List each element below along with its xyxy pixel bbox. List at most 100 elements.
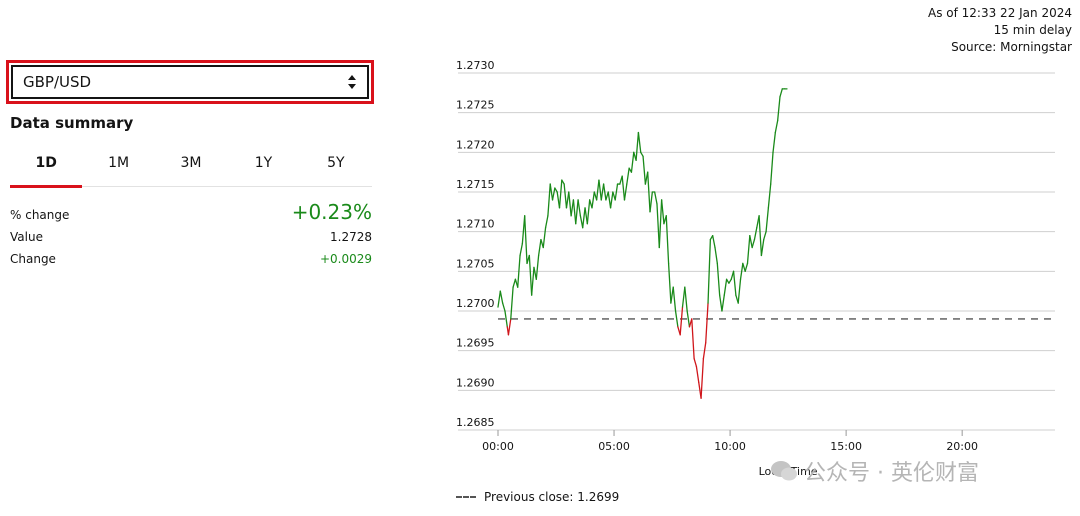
price-line-segment [568, 191, 572, 217]
price-line-segment [691, 318, 695, 360]
price-line-segment [528, 254, 533, 296]
price-line-segment [600, 183, 605, 201]
pct-change-label: % change [10, 208, 70, 222]
currency-pair-select-inner[interactable]: GBP/USD [11, 65, 369, 99]
price-line-segment [607, 191, 612, 209]
y-tick-label: 1.2690 [456, 376, 495, 389]
price-line-segment [524, 215, 528, 265]
value-label: Value [10, 230, 43, 244]
price-line-segment [728, 278, 732, 284]
watermark-text: 公众号 · 英伦财富 [804, 461, 979, 486]
price-line-segment [512, 278, 517, 288]
price-line-segment [770, 151, 774, 185]
sort-arrows-icon [347, 73, 357, 91]
price-line-segment [746, 234, 751, 265]
y-tick-label: 1.2685 [456, 416, 495, 429]
price-line-segment [665, 215, 670, 265]
price-line-segment [742, 262, 746, 272]
change-label: Change [10, 252, 56, 266]
price-line-segment [779, 88, 783, 98]
price-line-segment [598, 179, 602, 201]
price-line-segment [758, 215, 763, 257]
price-line-segment [774, 119, 779, 134]
price-line-segment [591, 191, 595, 209]
price-line-segment [679, 306, 684, 336]
price-line-segment [551, 187, 556, 201]
price-line-segment [777, 96, 781, 122]
price-line-segment [684, 286, 688, 312]
price-line-segment [609, 191, 614, 209]
price-line-segment [737, 278, 742, 304]
price-line-segment [582, 207, 586, 229]
legend-label: Previous close: 1.2699 [484, 490, 620, 504]
price-line-segment [732, 270, 737, 296]
price-line-segment [763, 231, 767, 241]
tab-3m[interactable]: 3M [180, 155, 202, 171]
currency-pair-select[interactable]: GBP/USD [6, 60, 374, 104]
price-line-segment [549, 183, 554, 201]
source-text: Source: Morningstar [951, 40, 1072, 54]
currency-pair-value: GBP/USD [23, 73, 92, 91]
value-row: Value 1.2728 [10, 230, 372, 244]
tab-5y[interactable]: 5Y [327, 155, 345, 171]
data-info: As of 12:33 22 Jan 2024 15 min delay Sou… [928, 5, 1072, 56]
price-line-segment [725, 278, 730, 284]
price-line-segment [602, 183, 607, 201]
price-line-segment [642, 155, 647, 185]
price-line-segment [693, 357, 698, 368]
price-line-segment [749, 234, 753, 249]
price-line-segment [637, 131, 642, 153]
y-tick-label: 1.2725 [456, 99, 495, 112]
tab-1y[interactable]: 1Y [254, 155, 273, 171]
period-tabs: 1D 1M 3M 1Y 5Y [10, 145, 372, 188]
dashed-line-icon [456, 496, 476, 498]
x-tick-label: 15:00 [830, 440, 862, 453]
price-line-segment [621, 175, 626, 201]
tab-1m[interactable]: 1M [108, 155, 130, 171]
price-line-segment [537, 238, 542, 257]
pct-change-value: +0.23% [291, 200, 372, 224]
x-tick-label: 05:00 [598, 440, 630, 453]
price-line-segment [499, 290, 504, 304]
data-summary-title: Data summary [10, 114, 134, 132]
price-line-segment [765, 207, 770, 233]
price-line-segment [595, 179, 600, 201]
change-row: Change +0.0029 [10, 252, 372, 266]
price-line-segment [702, 342, 707, 360]
price-line-segment [640, 151, 644, 157]
price-line-segment [656, 203, 660, 249]
price-line-segment [721, 294, 725, 312]
price-line-segment [504, 310, 508, 328]
price-line-segment [654, 191, 658, 205]
y-tick-label: 1.2730 [456, 59, 495, 72]
watermark: 公众号 · 英伦财富 [770, 455, 979, 487]
x-tick-label: 00:00 [482, 440, 514, 453]
chart-grid [458, 72, 1055, 431]
price-line-segment [623, 183, 628, 201]
pct-change-row: % change +0.23% [10, 200, 372, 224]
change-value: +0.0029 [319, 252, 372, 266]
chart-legend: Previous close: 1.2699 [456, 490, 619, 504]
delay-text: 15 min delay [993, 23, 1072, 37]
price-line-segment [649, 191, 653, 213]
price-line-segment [507, 318, 512, 336]
x-tick-label: 20:00 [946, 440, 978, 453]
price-line-segment [751, 238, 756, 249]
price-line-segment [635, 131, 640, 161]
price-line-segment [630, 151, 635, 173]
price-line-segment [497, 290, 501, 308]
chat-bubble-icon [771, 461, 797, 481]
y-tick-label: 1.2720 [456, 138, 495, 151]
price-line-segment [519, 242, 524, 257]
price-line-segment [695, 365, 700, 384]
price-line-segment [744, 262, 749, 272]
price-line-segment [531, 266, 535, 296]
price-line-segment [705, 302, 709, 344]
tab-1d[interactable]: 1D [10, 145, 83, 188]
price-line-segment [563, 183, 568, 209]
y-axis-ticks: 1.2730 1.2725 1.2720 1.2715 1.2710 1.2705 1.27… [456, 59, 495, 429]
price-line-segment [716, 262, 721, 296]
price-line-segment [660, 199, 665, 225]
price-line-segment [501, 302, 506, 312]
